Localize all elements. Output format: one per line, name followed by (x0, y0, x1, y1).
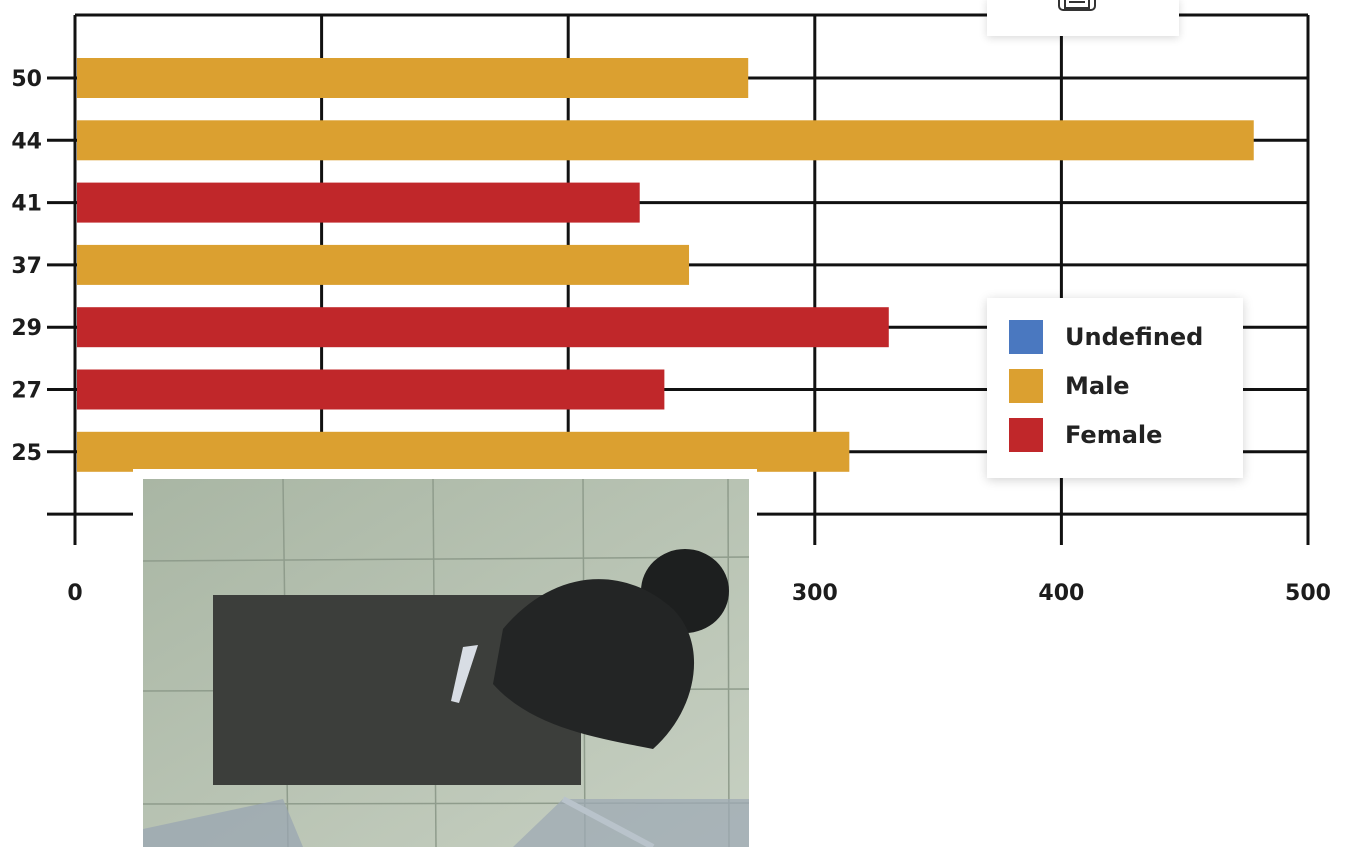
y-tick-label: 29 (11, 316, 42, 341)
legend-swatch (1009, 320, 1043, 354)
bar-27[interactable] (77, 369, 665, 410)
y-tick-label: 25 (11, 441, 42, 466)
legend-swatch (1009, 418, 1043, 452)
bar-41[interactable] (77, 182, 640, 223)
bar-50[interactable] (77, 58, 749, 98)
legend-swatch (1009, 369, 1043, 403)
y-tick-label: 44 (11, 129, 42, 154)
camera-snapshot-illustration (142, 478, 750, 850)
bar-37[interactable] (77, 244, 690, 285)
chart-bars (77, 58, 1254, 472)
bar-29[interactable] (77, 307, 889, 348)
print-icon (1058, 0, 1096, 11)
legend-label: Undefined (1065, 323, 1204, 351)
y-axis-ticks: 50 44 41 37 29 27 25 (11, 67, 42, 466)
export-menu-button[interactable] (987, 0, 1179, 36)
legend-item-female[interactable]: Female (1009, 418, 1162, 452)
legend-item-undefined[interactable]: Undefined (1009, 320, 1203, 354)
x-tick-label: 0 (67, 581, 82, 606)
bar-44[interactable] (77, 120, 1254, 161)
x-tick-label: 300 (792, 581, 838, 606)
chart-legend: Undefined Male Female (987, 298, 1243, 478)
x-tick-label: 500 (1285, 581, 1331, 606)
legend-item-male[interactable]: Male (1009, 369, 1130, 403)
x-axis-ticks: 0 300 400 500 (67, 581, 1331, 606)
legend-label: Female (1065, 421, 1163, 449)
y-tick-label: 37 (11, 254, 42, 279)
x-tick-label: 400 (1038, 581, 1084, 606)
bar-25[interactable] (77, 431, 850, 472)
camera-snapshot-image (133, 469, 757, 850)
legend-label: Male (1065, 372, 1130, 400)
y-tick-label: 41 (11, 192, 42, 217)
y-tick-label: 50 (11, 67, 42, 92)
y-tick-label: 27 (11, 379, 42, 404)
